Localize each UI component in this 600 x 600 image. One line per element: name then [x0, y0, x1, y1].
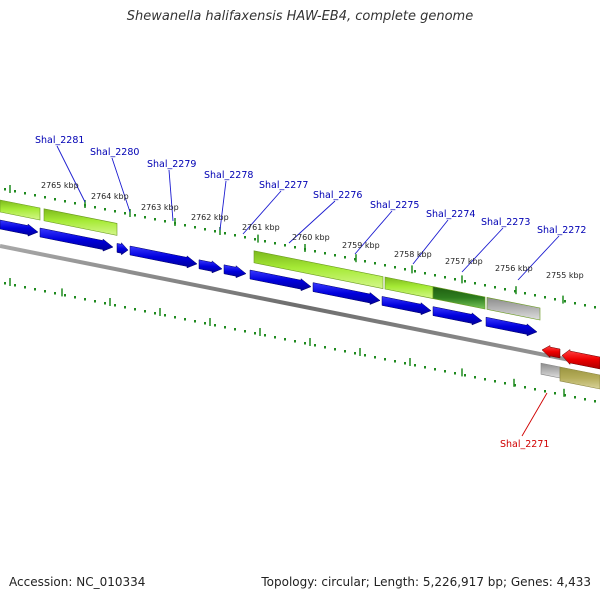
scale-label: 2763 kbp — [141, 203, 179, 212]
other-feature-bar — [540, 362, 561, 379]
forward-gene-arrow — [0, 219, 39, 237]
gene-label: Shal_2271 — [500, 439, 549, 450]
genome-backbone — [0, 244, 600, 368]
forward-gene-arrow — [39, 227, 114, 252]
forward-gene-arrow — [381, 296, 432, 316]
forward-gene-arrow — [116, 242, 129, 256]
cds-feature-bar — [0, 199, 41, 221]
map-title: Shewanella halifaxensis HAW-EB4, complet… — [126, 9, 474, 24]
label-leader-lines — [56, 145, 560, 437]
scale-label: 2761 kbp — [242, 223, 280, 232]
topology-label: Topology: circular; Length: 5,226,917 bp… — [261, 575, 591, 589]
feature-track — [0, 199, 600, 390]
gene-label: Shal_2278 — [204, 170, 253, 181]
forward-gene-arrow — [129, 245, 198, 269]
forward-gene-arrow — [485, 316, 538, 337]
forward-gene-arrow — [432, 306, 483, 326]
other-feature-bar — [486, 297, 541, 321]
gene-label: Shal_2273 — [481, 217, 530, 228]
reverse-gene-arrow — [561, 349, 600, 370]
cds-feature-bar — [384, 276, 434, 299]
gene-label: Shal_2275 — [370, 200, 419, 211]
label-leader-line — [219, 180, 227, 231]
cds-feature-bar — [253, 250, 384, 289]
highlight-feature-bar — [432, 286, 486, 310]
label-leader-line — [461, 227, 504, 273]
forward-gene-arrow — [223, 264, 247, 279]
scale-label: 2757 kbp — [445, 257, 483, 266]
reverse-feature-bar — [559, 366, 600, 390]
accession-label: Accession: NC_010334 — [9, 575, 146, 589]
scale-label: 2760 kbp — [292, 233, 330, 242]
backbone-track — [0, 244, 600, 368]
gene-label: Shal_2277 — [259, 180, 308, 191]
gene-label: Shal_2279 — [147, 159, 196, 170]
scale-label: 2762 kbp — [191, 213, 229, 222]
forward-gene-arrow — [249, 269, 312, 292]
label-leader-line — [242, 190, 282, 235]
gene-label: Shal_2280 — [90, 147, 139, 158]
scale-label: 2756 kbp — [495, 264, 533, 273]
label-leader-line — [354, 210, 393, 255]
cds-feature-bar — [43, 208, 118, 236]
scale-label: 2764 kbp — [91, 192, 129, 201]
scale-label: 2755 kbp — [546, 271, 584, 280]
scale-label: 2765 kbp — [41, 181, 79, 190]
label-leader-line — [521, 392, 548, 437]
label-leader-line — [111, 157, 131, 213]
scale-label: 2758 kbp — [394, 250, 432, 259]
forward-gene-arrow — [312, 282, 381, 305]
forward-gene-arrow — [198, 259, 223, 274]
label-leader-line — [412, 219, 449, 265]
gene-label: Shal_2281 — [35, 135, 84, 146]
label-leader-line — [168, 169, 174, 222]
label-leader-line — [288, 200, 336, 244]
label-leader-line — [517, 235, 560, 281]
scale-ticks — [4, 185, 596, 403]
scale-labels: 2765 kbp 2764 kbp 2763 kbp 2762 kbp 2761 kbp… — [41, 181, 584, 280]
reverse-gene-arrow — [541, 345, 561, 359]
gene-label: Shal_2276 — [313, 190, 362, 201]
gene-label: Shal_2272 — [537, 225, 586, 236]
gene-labels: Shal_2281 Shal_2280 Shal_2279 Shal_2278 Shal… — [35, 135, 586, 450]
gene-label: Shal_2274 — [426, 209, 475, 220]
label-leader-line — [56, 145, 86, 203]
gene-track — [0, 219, 600, 370]
scale-label: 2759 kbp — [342, 241, 380, 250]
